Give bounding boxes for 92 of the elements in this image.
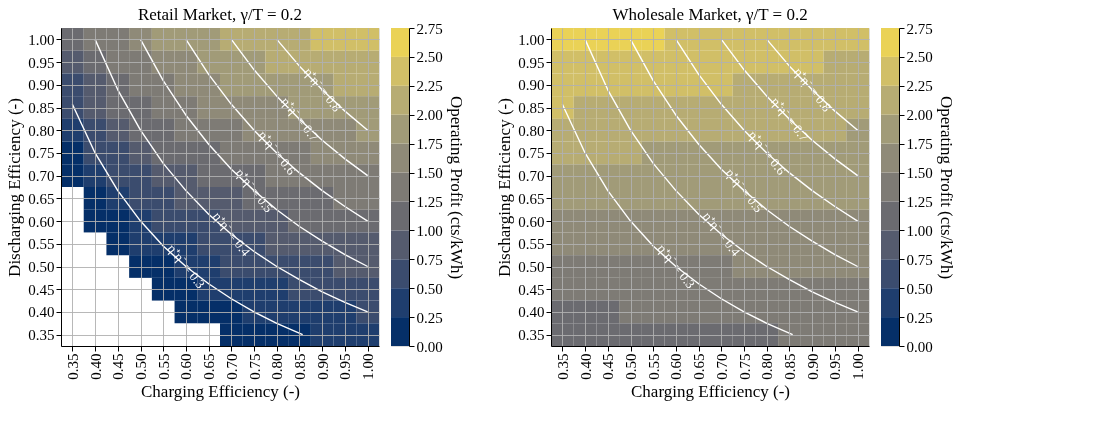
x-tick-label: 0.55 <box>155 353 172 380</box>
y-tick-label: 0.90 <box>28 77 55 94</box>
color-bar-title: Operating Profit (cts/kWh) <box>446 95 466 280</box>
color-bar-label: 1.00 <box>906 222 933 239</box>
x-tick-label: 0.70 <box>223 353 240 380</box>
y-tick-label: 1.00 <box>518 31 545 48</box>
y-tick-label: 0.60 <box>28 213 55 230</box>
color-bar-label: 1.25 <box>416 193 443 210</box>
x-tick-label: 0.50 <box>133 353 149 380</box>
y-tick-label: 0.95 <box>518 54 545 71</box>
color-bar-label: 0.75 <box>906 251 933 268</box>
x-tick-label: 0.35 <box>554 353 571 380</box>
y-tick-label: 0.80 <box>28 122 55 139</box>
x-tick-label: 0.65 <box>201 353 218 380</box>
x-tick-label: 0.60 <box>178 353 195 380</box>
color-bar-label: 0.00 <box>416 338 443 355</box>
y-tick-label: 0.35 <box>28 327 55 344</box>
y-axis-title: Discharging Efficiency (-) <box>495 98 515 277</box>
color-bar-label: 0.50 <box>906 280 933 297</box>
y-tick-label: 0.95 <box>28 54 55 71</box>
y-tick-label: 0.90 <box>518 77 545 94</box>
color-bar-label: 2.75 <box>906 20 933 37</box>
y-tick-label: 0.65 <box>518 190 545 207</box>
text: η⁺η⁻ = 0.8 <box>790 64 835 115</box>
text: η⁺η⁻ = 0.3 <box>164 241 209 292</box>
x-tick-label: 0.80 <box>269 353 286 380</box>
color-bar-label: 2.25 <box>906 78 933 95</box>
x-tick-label: 0.80 <box>759 353 776 380</box>
x-axis-title: Charging Efficiency (-) <box>631 381 790 401</box>
y-tick-label: 1.00 <box>28 31 55 48</box>
y-tick-label: 0.40 <box>518 304 545 321</box>
text: η⁺η⁻ = 0.8 <box>300 64 345 115</box>
x-tick-label: 0.95 <box>337 353 354 380</box>
x-tick-label: 1.00 <box>360 353 377 380</box>
y-tick-label: 0.40 <box>28 304 55 321</box>
y-tick-label: 0.75 <box>28 145 55 162</box>
color-bar-label: 2.75 <box>416 20 443 37</box>
y-tick-label: 0.85 <box>518 100 545 116</box>
x-tick-label: 0.50 <box>623 353 639 380</box>
y-tick-label: 0.35 <box>518 327 545 344</box>
y-tick-label: 0.85 <box>28 100 55 116</box>
x-tick-label: 0.75 <box>246 353 263 380</box>
x-tick-label: 0.75 <box>736 353 753 380</box>
y-tick-label: 0.70 <box>28 168 55 185</box>
chart-title: Retail Market, γ/T = 0.2 <box>137 5 303 24</box>
color-bar-label: 1.75 <box>416 136 443 153</box>
x-tick-label: 0.90 <box>804 353 821 380</box>
color-bar-label: 0.75 <box>416 251 443 268</box>
x-tick-label: 0.95 <box>827 353 844 380</box>
y-tick-label: 0.80 <box>518 122 545 139</box>
color-bar-label: 0.50 <box>416 280 443 297</box>
y-tick-label: 0.55 <box>28 236 55 253</box>
color-bar-label: 1.75 <box>906 136 933 153</box>
x-tick-label: 0.45 <box>110 353 127 380</box>
y-tick-label: 0.45 <box>518 281 545 298</box>
color-bar-label: 2.50 <box>416 49 443 66</box>
x-tick-label: 0.70 <box>713 353 730 380</box>
x-tick-label: 0.65 <box>691 353 708 380</box>
text: η⁺η⁻ = 0.3 <box>654 241 699 292</box>
y-tick-label: 0.50 <box>518 259 545 275</box>
color-bar-label: 2.25 <box>416 78 443 95</box>
x-tick-label: 0.40 <box>577 353 594 380</box>
x-tick-label: 0.85 <box>782 353 798 380</box>
y-tick-label: 0.65 <box>28 190 55 207</box>
color-bar-label: 1.50 <box>416 165 443 182</box>
color-bar-label: 2.00 <box>416 107 443 124</box>
x-tick-label: 0.55 <box>645 353 662 380</box>
chart-title: Wholesale Market, γ/T = 0.2 <box>612 5 808 24</box>
y-axis-title: Discharging Efficiency (-) <box>5 98 25 277</box>
x-tick-label: 1.00 <box>850 353 867 380</box>
x-tick-label: 0.45 <box>600 353 617 380</box>
x-axis-title: Charging Efficiency (-) <box>141 381 300 401</box>
x-tick-label: 0.85 <box>292 353 308 380</box>
color-bar-label: 1.00 <box>416 222 443 239</box>
color-bar-label: 0.25 <box>416 309 443 326</box>
y-tick-label: 0.45 <box>28 281 55 298</box>
x-tick-label: 0.35 <box>64 353 81 380</box>
y-tick-label: 0.55 <box>518 236 545 253</box>
color-bar-label: 0.25 <box>906 309 933 326</box>
y-tick-label: 0.60 <box>518 213 545 230</box>
x-tick-label: 0.40 <box>87 353 104 380</box>
x-tick-label: 0.60 <box>668 353 685 380</box>
x-tick-label: 0.90 <box>314 353 331 380</box>
y-tick-label: 0.50 <box>28 259 55 275</box>
color-bar-label: 2.50 <box>906 49 933 66</box>
color-bar-title: Operating Profit (cts/kWh) <box>936 95 956 280</box>
color-bar-label: 1.25 <box>906 193 933 210</box>
color-bar-label: 1.50 <box>906 165 933 182</box>
color-bar-label: 0.00 <box>906 338 933 355</box>
y-tick-label: 0.70 <box>518 168 545 185</box>
y-tick-label: 0.75 <box>518 145 545 162</box>
color-bar-label: 2.00 <box>906 107 933 124</box>
